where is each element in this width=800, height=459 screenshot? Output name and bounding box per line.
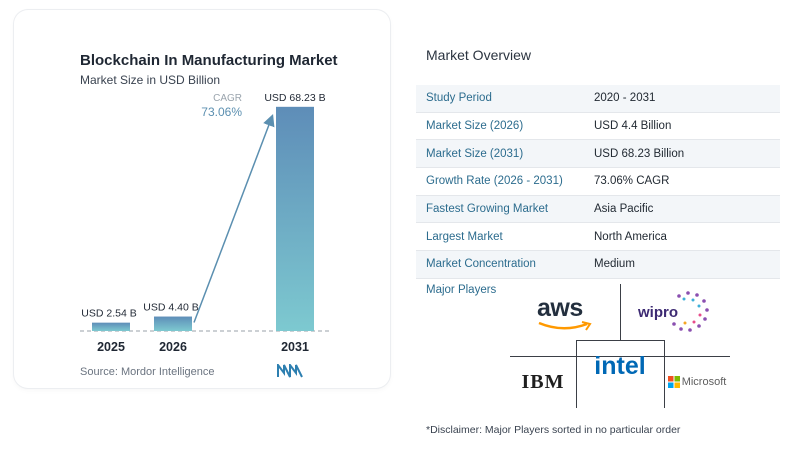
overview-title: Market Overview (426, 47, 532, 63)
aws-smile-icon (538, 321, 592, 331)
wipro-dots-icon (672, 291, 709, 332)
overview-row: Market Concentration Medium (416, 251, 780, 279)
divider (620, 284, 621, 340)
chart-subtitle: Market Size in USD Billion (80, 73, 221, 87)
microsoft-squares-icon (667, 376, 680, 388)
wipro-logo-text: wipro (638, 304, 678, 321)
overview-value: 2020 - 2031 (594, 92, 656, 105)
major-players-grid: aws (510, 284, 730, 408)
bar-2031 (276, 106, 314, 332)
disclaimer-note: *Disclaimer: Major Players sorted in no … (426, 424, 681, 436)
wipro-logo: wipro (620, 284, 730, 340)
overview-value: 73.06% CAGR (594, 175, 670, 188)
cagr-value: 73.06% (201, 105, 242, 119)
overview-label: Fastest Growing Market (426, 203, 549, 216)
overview-value: North America (594, 230, 667, 243)
x-tick-label: 2025 (97, 340, 125, 354)
bar-chart: USD 2.54 B 2025 USD 4.40 B 2026 USD 68.23 B 2… (80, 92, 330, 354)
overview-label: Largest Market (426, 230, 503, 243)
x-tick-label: 2031 (281, 340, 309, 354)
microsoft-logo: Microsoft (664, 356, 730, 408)
bar-2025 (92, 322, 130, 331)
overview-row: Market Size (2031) USD 68.23 Billion (416, 140, 780, 169)
overview-value: USD 68.23 Billion (594, 147, 685, 160)
overview-label: Growth Rate (2026 - 2031) (426, 175, 563, 188)
overview-row: Largest Market North America (416, 223, 780, 252)
aws-logo-text: aws (537, 294, 583, 322)
overview-row: Growth Rate (2026 - 2031) 73.06% CAGR (416, 168, 780, 196)
cagr-label: CAGR (213, 93, 242, 104)
data-label: USD 4.40 B (143, 302, 198, 314)
overview-value: USD 4.4 Billion (594, 120, 672, 133)
x-tick-label: 2026 (159, 340, 187, 354)
overview-label: Market Size (2026) (426, 120, 524, 133)
overview-label: Market Concentration (426, 258, 536, 271)
overview-value: Asia Pacific (594, 203, 654, 216)
chart-title: Blockchain In Manufacturing Market (80, 52, 338, 69)
divider (576, 340, 664, 341)
overview-row: Fastest Growing Market Asia Pacific (416, 195, 780, 224)
chart-card (14, 10, 390, 388)
overview-value: Medium (594, 258, 635, 271)
divider (576, 340, 577, 408)
overview-label: Study Period (426, 92, 492, 105)
bar-2026 (154, 316, 192, 331)
source-note: Source: Mordor Intelligence (80, 366, 215, 378)
major-players-label: Major Players (426, 284, 497, 296)
data-label: USD 68.23 B (264, 92, 325, 104)
ibm-logo-text: IBM (521, 370, 565, 393)
mordor-logo-icon (277, 364, 303, 378)
intel-logo-text: intel (594, 351, 646, 380)
divider (664, 340, 665, 408)
overview-row: Study Period 2020 - 2031 (416, 85, 780, 113)
overview-table: Study Period 2020 - 2031 Market Size (20… (416, 85, 780, 279)
ibm-logo: IBM (510, 356, 576, 408)
aws-logo: aws (510, 284, 620, 340)
divider (510, 356, 730, 357)
microsoft-logo-text: Microsoft (681, 376, 727, 388)
overview-label: Market Size (2031) (426, 147, 524, 160)
data-label: USD 2.54 B (81, 308, 136, 320)
overview-row: Market Size (2026) USD 4.4 Billion (416, 113, 780, 141)
intel-logo: intel (576, 340, 664, 392)
cagr-arrow (193, 114, 275, 323)
